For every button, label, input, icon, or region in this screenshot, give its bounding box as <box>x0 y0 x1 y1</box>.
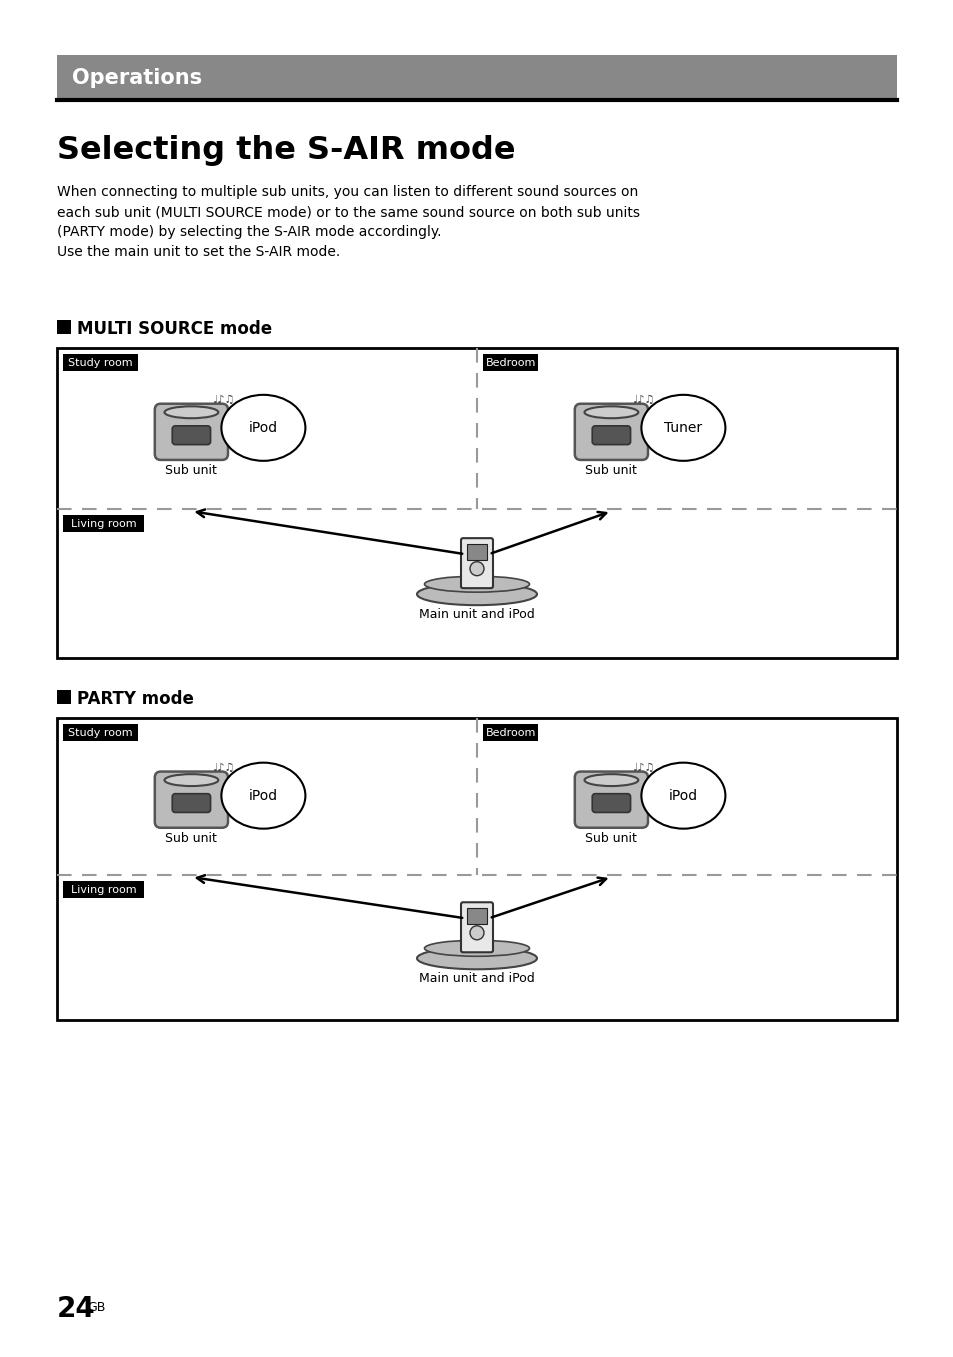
Text: Study room: Study room <box>68 357 132 368</box>
Text: Sub unit: Sub unit <box>165 832 217 844</box>
Bar <box>57 689 71 704</box>
Bar <box>57 56 896 100</box>
FancyBboxPatch shape <box>172 794 211 813</box>
Text: Living room: Living room <box>71 518 136 529</box>
Text: ♩♪♫: ♩♪♫ <box>632 763 654 772</box>
Bar <box>482 354 537 370</box>
Text: iPod: iPod <box>249 421 277 434</box>
Text: ♩♪♫: ♩♪♫ <box>632 395 654 404</box>
Bar <box>482 725 537 741</box>
Text: Main unit and iPod: Main unit and iPod <box>418 972 535 985</box>
FancyBboxPatch shape <box>154 772 228 828</box>
FancyBboxPatch shape <box>172 426 211 445</box>
Bar <box>63 881 144 898</box>
Circle shape <box>470 925 483 940</box>
Text: Tuner: Tuner <box>663 421 701 434</box>
Bar <box>63 725 138 741</box>
FancyBboxPatch shape <box>592 794 630 813</box>
Text: iPod: iPod <box>668 788 698 802</box>
Text: Operations: Operations <box>71 68 202 87</box>
Ellipse shape <box>640 395 724 461</box>
Text: Study room: Study room <box>68 727 132 737</box>
Text: PARTY mode: PARTY mode <box>77 689 193 708</box>
Bar <box>57 718 896 1020</box>
Text: Living room: Living room <box>71 885 136 894</box>
Ellipse shape <box>164 406 218 418</box>
Ellipse shape <box>584 773 638 786</box>
Text: Bedroom: Bedroom <box>485 727 536 737</box>
Text: When connecting to multiple sub units, you can listen to different sound sources: When connecting to multiple sub units, y… <box>57 185 638 199</box>
FancyBboxPatch shape <box>460 539 493 588</box>
Ellipse shape <box>221 763 305 829</box>
Bar <box>467 544 486 560</box>
Text: Sub unit: Sub unit <box>585 464 637 476</box>
Bar <box>57 320 71 334</box>
FancyBboxPatch shape <box>592 426 630 445</box>
Bar <box>63 354 138 370</box>
Circle shape <box>470 562 483 575</box>
Text: Sub unit: Sub unit <box>165 464 217 476</box>
Ellipse shape <box>164 773 218 786</box>
Ellipse shape <box>640 763 724 829</box>
Text: Selecting the S-AIR mode: Selecting the S-AIR mode <box>57 134 515 166</box>
Bar <box>57 347 896 658</box>
FancyBboxPatch shape <box>460 902 493 953</box>
Text: Sub unit: Sub unit <box>585 832 637 844</box>
Ellipse shape <box>424 940 529 957</box>
Text: GB: GB <box>87 1301 105 1314</box>
Text: 24: 24 <box>57 1295 95 1323</box>
Text: ♩♪♫: ♩♪♫ <box>212 763 234 772</box>
FancyBboxPatch shape <box>575 404 647 460</box>
Ellipse shape <box>416 947 537 969</box>
Bar <box>467 908 486 924</box>
Text: Main unit and iPod: Main unit and iPod <box>418 608 535 622</box>
Bar <box>63 516 144 532</box>
Text: each sub unit (MULTI SOURCE mode) or to the same sound source on both sub units: each sub unit (MULTI SOURCE mode) or to … <box>57 205 639 218</box>
Ellipse shape <box>221 395 305 461</box>
Ellipse shape <box>584 406 638 418</box>
Text: iPod: iPod <box>249 788 277 802</box>
FancyBboxPatch shape <box>154 404 228 460</box>
Text: MULTI SOURCE mode: MULTI SOURCE mode <box>77 320 272 338</box>
FancyBboxPatch shape <box>575 772 647 828</box>
Ellipse shape <box>424 577 529 592</box>
Ellipse shape <box>416 584 537 605</box>
Text: ♩♪♫: ♩♪♫ <box>212 395 234 404</box>
Text: (PARTY mode) by selecting the S-AIR mode accordingly.: (PARTY mode) by selecting the S-AIR mode… <box>57 225 441 239</box>
Text: Bedroom: Bedroom <box>485 357 536 368</box>
Text: Use the main unit to set the S-AIR mode.: Use the main unit to set the S-AIR mode. <box>57 246 340 259</box>
